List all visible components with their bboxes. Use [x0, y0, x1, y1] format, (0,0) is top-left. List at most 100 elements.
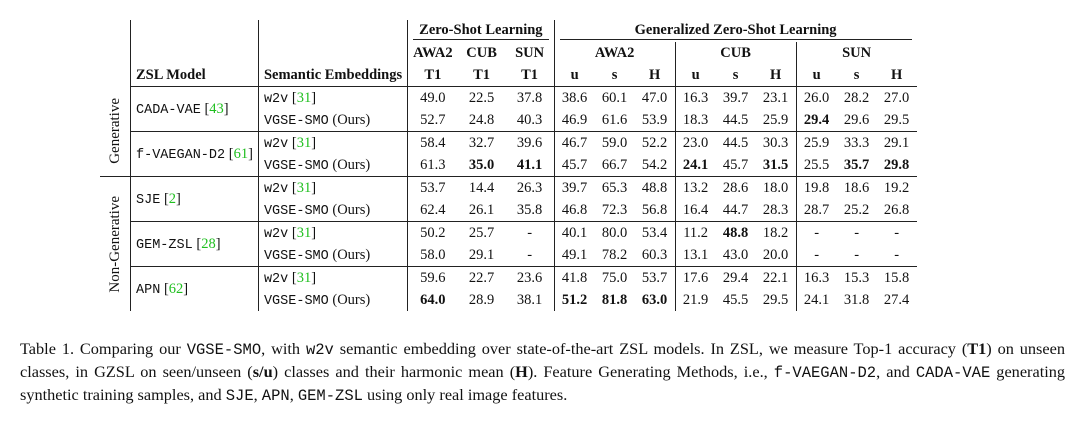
value-cell: 48.8: [715, 221, 756, 244]
value-cell: 26.8: [883, 201, 910, 218]
value-cell: -: [854, 246, 860, 263]
value-cell: 28.3: [762, 201, 789, 218]
caption-text: , with: [261, 339, 306, 358]
group-header: Zero-Shot Learning: [407, 20, 555, 42]
caption-text: ) on unseen classes, in GZSL on seen/uns…: [20, 339, 1065, 381]
empty-cell: [100, 64, 131, 87]
value-cell: 61.6: [601, 111, 628, 128]
caption-text: SJE: [225, 387, 254, 405]
empty-cell: [130, 42, 259, 64]
table-row: VGSE-SMO (Ours) 64.0 28.9 38.1 51.2 81.8 63.0 2…: [100, 289, 917, 311]
value-cell: 37.8: [505, 86, 555, 109]
value-cell: 53.7: [634, 266, 676, 289]
embedding-note: [31]: [291, 269, 317, 286]
table-row: Non-Generative SJE [2] w2v [31] 53.7 14.4 26.…: [100, 176, 917, 311]
empty-cell: [257, 20, 408, 42]
metric-header: T1: [473, 66, 491, 83]
value-cell: 16.3: [674, 86, 716, 109]
value-cell: 26.0: [795, 86, 837, 109]
embedding-name: w2v: [263, 226, 289, 242]
group-label: Non-Generative: [106, 195, 123, 293]
metric-header: H: [769, 66, 782, 83]
metric-header: H: [890, 66, 903, 83]
value-cell: 27.4: [883, 291, 910, 308]
value-cell: 75.0: [594, 266, 635, 289]
value-cell: 45.7: [722, 156, 749, 173]
value-cell: 25.7: [457, 221, 506, 244]
value-cell: 52.2: [634, 131, 676, 154]
citation: [61]: [228, 145, 253, 162]
group-header: Generalized Zero-Shot Learning: [553, 20, 917, 42]
caption-text: ). Feature Generating Methods, i.e.,: [527, 362, 774, 381]
embedding-name: w2v: [263, 136, 289, 152]
value-cell: 18.0: [755, 176, 797, 199]
column-header: Semantic Embeddings: [257, 64, 408, 87]
group-header-text: Zero-Shot Learning: [413, 22, 549, 40]
value-cell: 26.3: [505, 176, 555, 199]
metric-header: T1: [521, 66, 539, 83]
value-cell: 29.8: [883, 156, 910, 173]
value-cell: 45.5: [722, 291, 749, 308]
empty-cell: [130, 20, 259, 42]
value-cell: 41.8: [553, 266, 595, 289]
embedding-note: (Ours): [332, 156, 371, 173]
caption-text: s/u: [252, 362, 273, 381]
table-row: f-VAEGAN-D2 [61] w2v [31] 58.4 32.7 39.6 46.7…: [100, 131, 917, 177]
value-cell: -: [795, 221, 837, 244]
value-cell: 35.0: [468, 156, 495, 173]
empty-cell: [100, 42, 131, 64]
value-cell: 29.1: [876, 131, 917, 154]
embedding-note: [31]: [291, 179, 317, 196]
embedding-cell: VGSE-SMO (Ours): [257, 199, 408, 222]
embedding-cell: w2v [31]: [257, 131, 408, 154]
caption-text: CADA-VAE: [915, 364, 991, 382]
citation: [62]: [163, 280, 189, 297]
caption-text: H: [515, 362, 528, 381]
value-cell: 65.3: [594, 176, 635, 199]
value-cell: 56.8: [641, 201, 668, 218]
value-cell: 14.4: [457, 176, 506, 199]
value-cell: 24.1: [795, 289, 837, 311]
value-cell: 29.5: [762, 291, 789, 308]
value-cell: 59.6: [407, 266, 458, 289]
value-cell: 50.2: [407, 221, 458, 244]
value-cell: 38.1: [516, 291, 543, 308]
value-cell: 78.2: [601, 246, 628, 263]
embedding-name: VGSE-SMO: [263, 203, 329, 219]
value-cell: 47.0: [634, 86, 676, 109]
value-cell: 64.0: [407, 289, 458, 311]
value-cell: 23.0: [674, 131, 716, 154]
value-cell: 52.7: [407, 109, 458, 132]
value-cell: 33.3: [836, 131, 877, 154]
embedding-cell: VGSE-SMO (Ours): [257, 244, 408, 267]
value-cell: 35.8: [516, 201, 543, 218]
value-cell: 29.5: [883, 111, 910, 128]
dataset-header: AWA2: [407, 42, 458, 64]
value-cell: 25.2: [843, 201, 870, 218]
value-cell: 39.7: [553, 176, 595, 199]
caption-text: ,: [253, 385, 262, 404]
value-cell: 28.2: [836, 86, 877, 109]
value-cell: 26.1: [468, 201, 495, 218]
value-cell: 49.1: [553, 244, 595, 267]
caption-text: ) classes and their harmonic mean (: [272, 362, 516, 381]
table-row: VGSE-SMO (Ours) 58.0 29.1-49.1 78.2 60.3 13.1…: [100, 244, 917, 267]
group-label: Generative: [106, 98, 123, 165]
value-cell: 13.1: [674, 244, 716, 267]
value-cell: 13.2: [674, 176, 716, 199]
value-cell: 11.2: [674, 221, 716, 244]
value-cell: 81.8: [601, 291, 628, 308]
table-row: GEM-ZSL [28] w2v [31] 50.2 25.7-40.1 80.0 53.…: [100, 221, 917, 267]
value-cell: 29.4: [715, 266, 756, 289]
value-cell: 23.1: [755, 86, 797, 109]
model-name: SJE: [136, 192, 161, 208]
embedding-cell: VGSE-SMO (Ours): [257, 154, 408, 177]
metric-header: T1: [407, 64, 458, 87]
embedding-cell: w2v [31]: [257, 221, 408, 244]
model-cell: CADA-VAE [43]: [130, 86, 259, 132]
value-cell: -: [876, 221, 917, 244]
caption-text: using only real image features.: [362, 385, 568, 404]
value-cell: 15.3: [836, 266, 877, 289]
value-cell: 32.7: [457, 131, 506, 154]
embedding-note: [31]: [291, 134, 317, 151]
